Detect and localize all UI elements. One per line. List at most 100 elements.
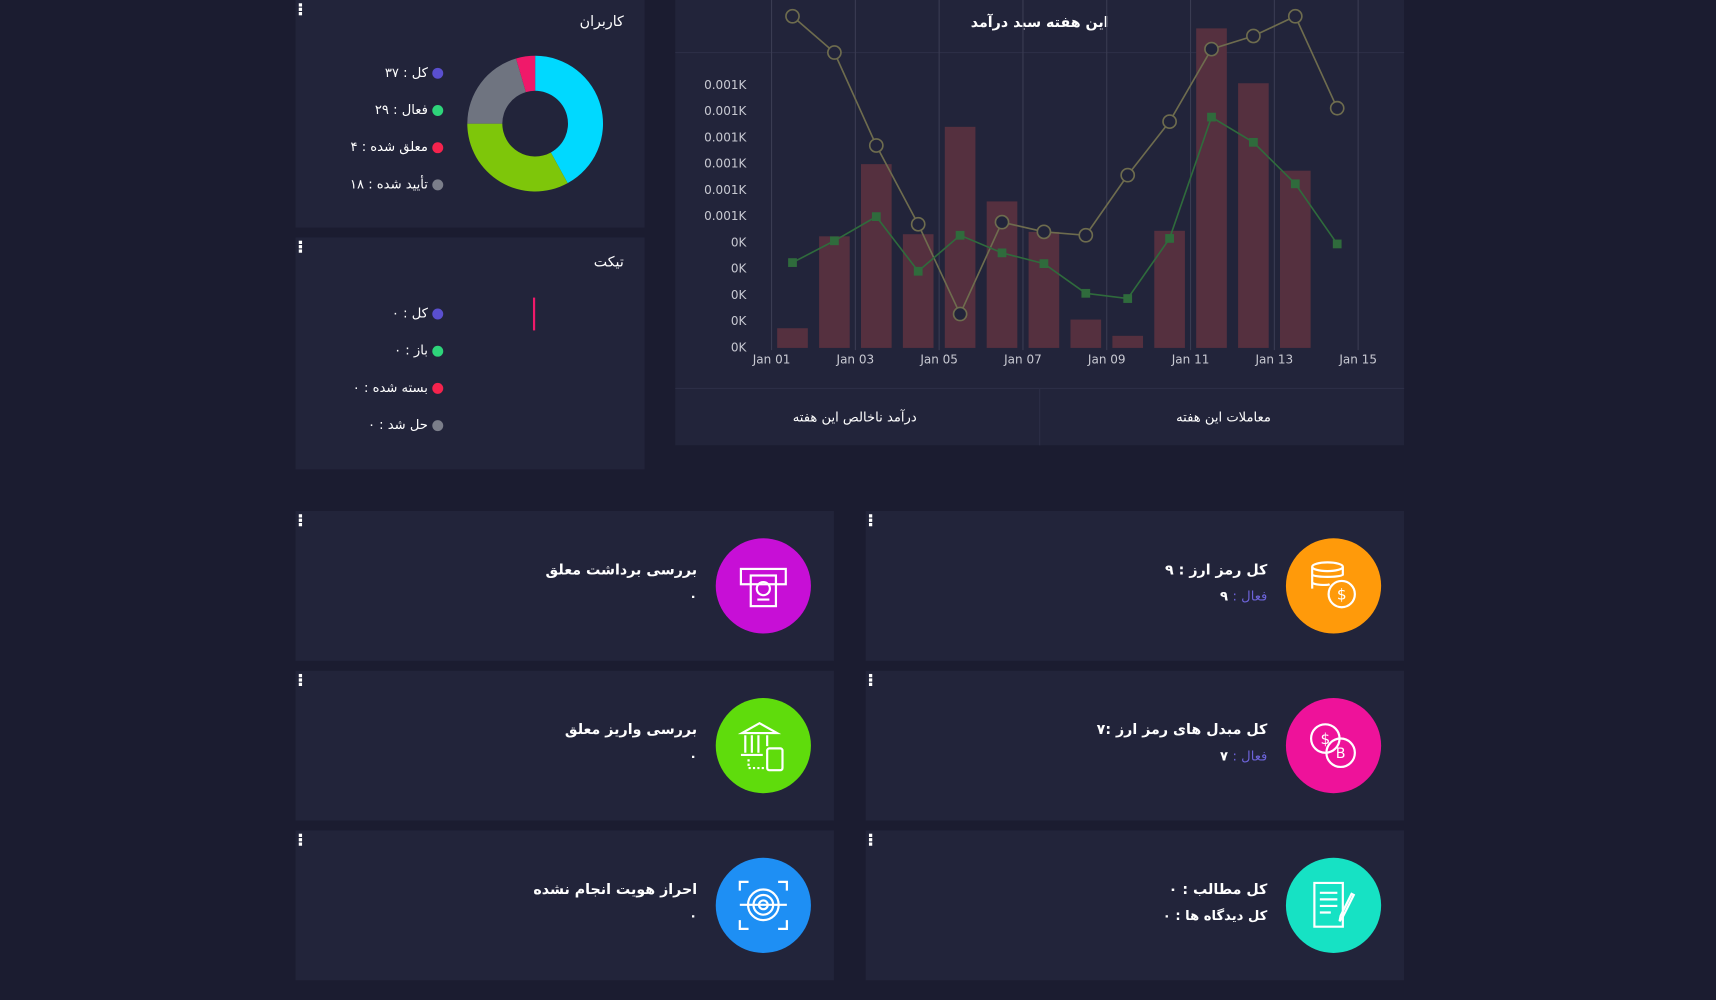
bar — [777, 328, 808, 348]
x-tick-label: Jan 07 — [1003, 352, 1042, 366]
card-value: ۰ — [689, 908, 698, 924]
marker — [785, 8, 800, 24]
legend-dot — [432, 382, 444, 394]
svg-text:$: $ — [1320, 730, 1330, 748]
bar — [1196, 28, 1227, 348]
marker — [952, 306, 968, 322]
svg-text:$: $ — [1337, 586, 1347, 604]
card-sub: فعال : ۷ — [1220, 748, 1267, 763]
legend-label: بسته شده : ۰ — [353, 381, 428, 396]
donut-slice — [467, 58, 526, 124]
y-tick-label: 0K — [731, 314, 748, 328]
legend-label: فعال : ۲۹ — [375, 103, 428, 118]
chart-title: این هفته سبد درآمد — [971, 13, 1109, 31]
marker — [1207, 112, 1216, 122]
tickets-panel — [295, 237, 645, 470]
donut-slice — [516, 55, 536, 93]
x-tick-label: Jan 05 — [919, 352, 958, 366]
marker — [1081, 288, 1091, 298]
marker — [1036, 224, 1052, 240]
legend-label: حل شد : ۰ — [368, 418, 428, 433]
menu[interactable] — [868, 673, 873, 687]
marker — [997, 248, 1007, 258]
icon: $ B — [1285, 698, 1382, 794]
marker — [1290, 179, 1300, 189]
legend-dot — [432, 142, 444, 154]
x-tick-label: Jan 09 — [1087, 352, 1126, 366]
menu[interactable] — [298, 673, 303, 687]
menu[interactable] — [868, 833, 873, 847]
marker — [1123, 294, 1133, 303]
donut-slice — [535, 55, 604, 184]
card-title: کل مطالب : ۰ — [1168, 881, 1268, 899]
marker — [1332, 239, 1342, 249]
legend-dot — [432, 105, 444, 116]
menu[interactable] — [298, 514, 303, 527]
bar — [1028, 231, 1060, 348]
icon — [1285, 857, 1382, 953]
marker — [913, 266, 923, 276]
menu[interactable] — [298, 240, 303, 254]
marker — [955, 230, 965, 240]
marker — [1120, 167, 1136, 183]
menu[interactable] — [298, 833, 303, 847]
y-tick-label: 0K — [731, 235, 748, 249]
card-value: ۰ — [689, 748, 698, 764]
card-title: بررسی برداشت معلق — [545, 562, 698, 579]
icon — [715, 538, 811, 634]
legend-label: تأیید شده : ۱۸ — [350, 174, 428, 192]
bar — [1070, 319, 1102, 348]
x-tick-label: Jan 15 — [1338, 352, 1377, 366]
panel-title: کاربران — [580, 14, 624, 30]
marker — [1165, 234, 1174, 243]
marker — [827, 45, 842, 60]
marker — [1329, 100, 1345, 116]
tab[interactable]: درآمد ناخالص این هفته — [793, 408, 917, 425]
bar — [819, 236, 850, 348]
menu[interactable] — [868, 514, 873, 527]
line — [792, 115, 1338, 300]
y-tick-label: 0K — [731, 288, 748, 302]
bar — [1279, 170, 1311, 348]
y-tick-label: 0.001K — [704, 130, 747, 144]
card: احراز هویت انجام نشده ۰ — [295, 830, 834, 981]
marker — [994, 214, 1010, 230]
menu[interactable] — [298, 3, 303, 16]
x-tick-label: Jan 13 — [1255, 352, 1294, 366]
bar — [902, 234, 934, 348]
donut-slice — [467, 123, 568, 192]
card-value: ۰ — [689, 588, 698, 604]
svg-text:B: B — [1336, 746, 1346, 762]
bar — [860, 164, 892, 348]
bar — [1154, 230, 1185, 348]
marker — [1287, 8, 1303, 24]
marker — [871, 212, 881, 222]
marker — [1162, 114, 1177, 129]
panel-title: تیکت — [594, 255, 624, 271]
marker — [788, 258, 797, 267]
y-tick-label: 0.001K — [704, 157, 747, 171]
card-title: احراز هویت انجام نشده — [533, 881, 698, 899]
sub-value: ۹ — [1219, 588, 1228, 604]
marker — [868, 138, 884, 153]
sub-label: فعال : — [1232, 748, 1268, 764]
y-tick-label: 0.001K — [704, 183, 747, 197]
legend-dot — [432, 179, 444, 191]
tab[interactable]: معاملات این هفته — [1176, 410, 1271, 425]
marker — [910, 216, 926, 232]
sub-label: فعال : — [1232, 588, 1268, 604]
y-tick-label: 0.001K — [704, 209, 747, 223]
marker — [1246, 28, 1261, 44]
card: کل مطالب : ۰ کل دیدگاه ها : ۰ — [865, 830, 1405, 981]
x-tick-label: Jan 03 — [836, 352, 875, 366]
legend-label: باز : ۰ — [394, 344, 428, 359]
card: $ B کل مبدل های رمز ارز :۷ فعال : ۷ — [865, 670, 1405, 821]
marker — [830, 236, 839, 246]
x-tick-label: Jan 01 — [752, 352, 791, 366]
x-tick-label: Jan 11 — [1171, 352, 1210, 366]
card: بررسی برداشت معلق ۰ — [295, 510, 834, 661]
y-tick-label: 0.001K — [704, 78, 747, 92]
